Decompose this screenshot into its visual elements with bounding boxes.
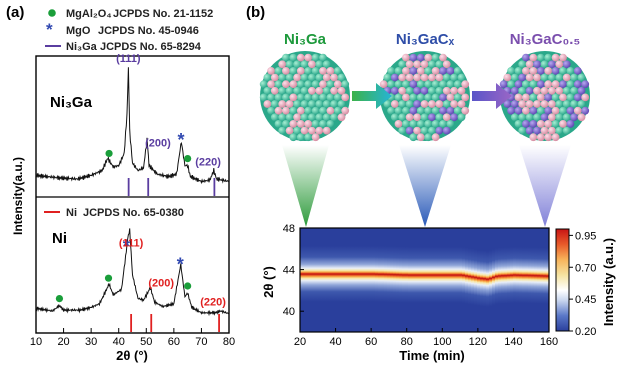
peak-label: (111): [116, 53, 141, 65]
panel-a-label: (a): [6, 4, 24, 21]
bottom-sample-name: Ni: [52, 230, 67, 247]
x-tick-label: 20: [57, 336, 69, 348]
mgo-marker: *: [178, 130, 185, 150]
legend-ni-card: JCPDS No. 65-0380: [83, 207, 184, 219]
heatmap-x-tick-label: 100: [433, 336, 451, 348]
colorbar-tick-label: 0.95: [575, 230, 596, 242]
mgal2o4-marker: [104, 274, 113, 282]
mgal2o4-marker: [184, 155, 192, 163]
legend-ni3ga-card: JCPDS No. 65-8294: [100, 41, 202, 53]
arrow-purple: [472, 83, 512, 109]
heatmap-y-tick-label: 44: [283, 265, 295, 277]
peak-label: (200): [148, 277, 174, 289]
peak-label: (200): [145, 137, 171, 149]
heatmap-y-tick-label: 40: [283, 306, 295, 318]
xlabel-a: 2θ (°): [116, 348, 148, 363]
funnel-blue: [399, 145, 451, 227]
nanoparticle-ni3gacx: [379, 51, 470, 142]
mgo-marker: *: [177, 254, 184, 274]
heatmap-x-tick-label: 160: [540, 336, 558, 348]
heatmap-x-tick-label: 20: [294, 336, 306, 348]
ni-peak-labels: (111) (200) (220): [119, 238, 226, 309]
ni-reference-lines: [130, 314, 220, 332]
legend-mgo-card: JCPDS No. 45-0946: [98, 25, 199, 37]
peak-label: (220): [200, 297, 226, 309]
ni3ga-peak-labels: (111) (200) (220): [116, 53, 221, 168]
funnel-purple: [519, 145, 571, 227]
mgo-marker: *: [123, 237, 130, 257]
heatmap-x-tick-label: 80: [401, 336, 413, 348]
nanoparticle-ni3gac05: [499, 51, 590, 142]
legend-mgo-marker: *: [46, 20, 53, 39]
arrow-green: [352, 83, 392, 109]
legend-mgal2o4-marker: [48, 9, 56, 17]
mgal2o4-marker: [105, 149, 113, 158]
heatmap-band: [300, 245, 549, 307]
ni-xrd-curve: [35, 228, 230, 317]
top-sample-name: Ni₃Ga: [50, 94, 93, 111]
x-tick-label: 10: [30, 336, 42, 348]
heatmap-frame: [299, 227, 550, 333]
funnel-green: [282, 145, 329, 227]
ni3ga-xrd-curve: [35, 67, 230, 185]
legend-ni3ga-label: Ni₃Ga: [66, 41, 98, 53]
x-tick-label: 70: [195, 336, 207, 348]
legend-mgal2o4-label: MgAl₂O₄: [66, 8, 112, 20]
mgal2o4-marker: [184, 282, 192, 290]
x-tick-label: 40: [113, 336, 125, 348]
legend-mgo-label: MgO: [66, 25, 91, 37]
stage-title-ni3ga: Ni₃Ga: [284, 31, 327, 48]
heatmap-ylabel: 2θ (°): [261, 266, 276, 298]
colorbar-tick-label: 0.70: [575, 262, 596, 274]
x-tick-label: 80: [223, 336, 235, 348]
peak-label: (111): [119, 238, 144, 250]
colorbar-ticks: 0.95 0.70 0.45 0.20: [569, 230, 596, 338]
ni3ga-reference-lines: [127, 178, 216, 196]
stage-title-ni3gac05: Ni₃GaC₀.₅: [510, 31, 581, 48]
peak-label: (220): [195, 156, 221, 168]
x-axis-a: 10 20 30 40 50 60 70 80: [30, 328, 235, 348]
heatmap-x-tick-label: 140: [504, 336, 522, 348]
legend-mgal2o4-card: JCPDS No. 21-1152: [113, 8, 213, 20]
heatmap: [299, 227, 550, 333]
colorbar-tick-label: 0.20: [575, 326, 596, 338]
x-tick-label: 50: [140, 336, 152, 348]
stage-title-ni3gacx: Ni₃GaCₓ: [396, 31, 455, 48]
heatmap-axes: 20 40 60 80 100 120 140 160 40 44 48: [283, 223, 558, 348]
heatmap-x-tick-label: 40: [329, 336, 341, 348]
mgal2o4-marker: [55, 295, 64, 303]
legend-ni-label: Ni: [66, 207, 77, 219]
heatmap-x-tick-label: 120: [469, 336, 487, 348]
x-tick-label: 60: [168, 336, 180, 348]
ni3ga-phase-markers: *: [105, 130, 192, 163]
heatmap-y-tick-label: 48: [283, 223, 295, 235]
colorbar-label: Intensity (a.u.): [601, 238, 616, 326]
xrd-plot-frame: [35, 55, 230, 334]
legend-a: MgAl₂O₄ JCPDS No. 21-1152 * MgO JCPDS No…: [45, 8, 213, 53]
nanoparticle-ni3ga: [259, 51, 350, 142]
colorbar-tick-label: 0.45: [575, 294, 596, 306]
panel-b-label: (b): [246, 4, 265, 21]
heatmap-xlabel: Time (min): [399, 348, 465, 363]
ylabel-a: Intensity(a.u.): [11, 157, 25, 235]
x-tick-label: 30: [85, 336, 97, 348]
colorbar: [555, 228, 570, 332]
ni-phase-markers: **: [55, 237, 192, 303]
heatmap-x-tick-label: 60: [365, 336, 377, 348]
